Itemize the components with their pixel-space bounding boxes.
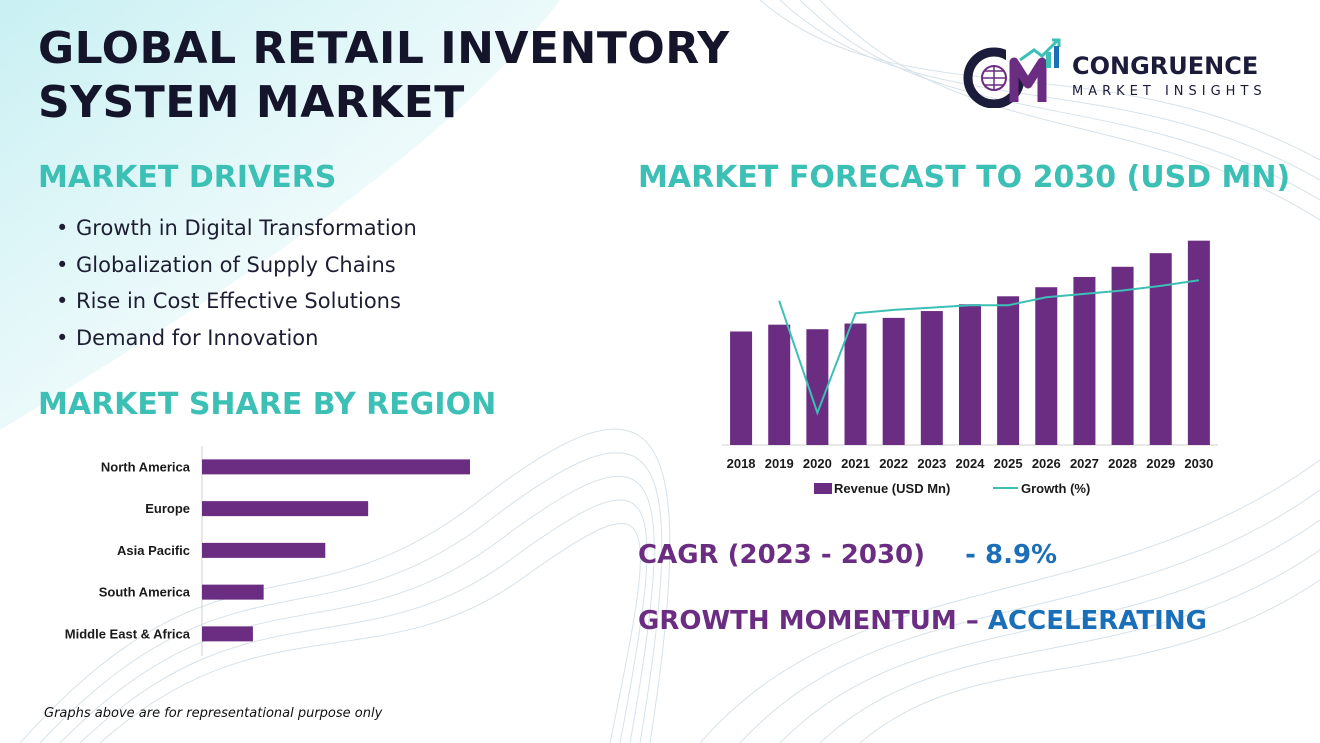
market-drivers-list: • Growth in Digital Transformation • Globa… bbox=[56, 210, 417, 356]
forecast-bar bbox=[768, 324, 791, 445]
forecast-bar bbox=[958, 304, 981, 445]
company-logo: CONGRUENCE MARKET INSIGHTS bbox=[962, 36, 1292, 108]
region-bar bbox=[202, 501, 369, 517]
list-item: • Rise in Cost Effective Solutions bbox=[56, 283, 417, 320]
region-bar bbox=[202, 542, 326, 558]
forecast-year-label: 2020 bbox=[803, 456, 832, 471]
logo-name: CONGRUENCE bbox=[1072, 52, 1259, 80]
momentum-label: GROWTH MOMENTUM – bbox=[638, 606, 979, 636]
list-item: • Demand for Innovation bbox=[56, 320, 417, 357]
growth-momentum-stat: GROWTH MOMENTUM – ACCELERATING bbox=[638, 606, 1207, 636]
logo-subtitle: MARKET INSIGHTS bbox=[1072, 84, 1267, 99]
legend-label-growth: Growth (%) bbox=[1021, 481, 1090, 496]
forecast-bar bbox=[1111, 266, 1134, 445]
bullet-icon: • bbox=[56, 252, 69, 277]
forecast-year-label: 2026 bbox=[1032, 456, 1061, 471]
bullet-icon: • bbox=[56, 289, 69, 313]
region-category-label: South America bbox=[99, 585, 191, 600]
market-share-region-heading: MARKET SHARE BY REGION bbox=[38, 387, 497, 422]
list-item: • Globalization of Supply Chains bbox=[56, 247, 417, 284]
region-category-label: Middle East & Africa bbox=[65, 626, 191, 641]
forecast-year-label: 2027 bbox=[1070, 456, 1099, 471]
cm-monogram-icon bbox=[963, 38, 1061, 108]
region-bar bbox=[202, 626, 253, 642]
driver-text: Globalization of Supply Chains bbox=[76, 252, 396, 277]
legend-label-revenue: Revenue (USD Mn) bbox=[834, 481, 950, 496]
region-category-label: Asia Pacific bbox=[117, 543, 190, 558]
forecast-bar bbox=[997, 296, 1020, 445]
forecast-year-label: 2021 bbox=[841, 456, 870, 471]
cagr-value: - 8.9% bbox=[965, 540, 1058, 570]
region-category-label: North America bbox=[101, 459, 191, 474]
page-title-line-1: GLOBAL RETAIL INVENTORY bbox=[38, 23, 730, 74]
forecast-year-label: 2018 bbox=[727, 456, 756, 471]
forecast-legend: Revenue (USD Mn) Growth (%) bbox=[814, 481, 1090, 496]
driver-text: Growth in Digital Transformation bbox=[76, 216, 417, 240]
forecast-year-label: 2024 bbox=[956, 456, 986, 471]
forecast-combo-chart: 2018 2019 2020 2021 2022 2023 2024 2025 2026 2027… bbox=[722, 240, 1218, 496]
market-drivers-heading: MARKET DRIVERS bbox=[38, 160, 337, 195]
forecast-bar bbox=[1187, 240, 1210, 445]
region-category-label: Europe bbox=[145, 501, 190, 516]
forecast-year-label: 2019 bbox=[765, 456, 794, 471]
forecast-bar bbox=[1035, 287, 1058, 445]
market-forecast-heading: MARKET FORECAST TO 2030 (USD MN) bbox=[638, 160, 1291, 195]
driver-text: Rise in Cost Effective Solutions bbox=[76, 289, 401, 313]
forecast-year-label: 2028 bbox=[1108, 456, 1137, 471]
cagr-stat: CAGR (2023 - 2030) - 8.9% bbox=[638, 540, 1057, 570]
forecast-year-label: 2029 bbox=[1146, 456, 1175, 471]
list-item: • Growth in Digital Transformation bbox=[56, 210, 417, 247]
page-title-line-2: SYSTEM MARKET bbox=[38, 77, 465, 128]
forecast-year-label: 2023 bbox=[917, 456, 946, 471]
page-title: GLOBAL RETAIL INVENTORY SYSTEM MARKET bbox=[38, 22, 798, 130]
forecast-bar bbox=[730, 331, 753, 445]
cagr-label: CAGR (2023 - 2030) bbox=[638, 540, 926, 570]
momentum-value: ACCELERATING bbox=[987, 606, 1207, 636]
forecast-bar bbox=[1149, 253, 1172, 445]
forecast-year-label: 2022 bbox=[879, 456, 908, 471]
forecast-bar bbox=[806, 329, 829, 445]
bullet-icon: • bbox=[56, 325, 69, 350]
forecast-year-label: 2025 bbox=[994, 456, 1023, 471]
driver-text: Demand for Innovation bbox=[76, 325, 319, 350]
region-bar bbox=[202, 584, 264, 600]
legend-swatch-revenue bbox=[814, 483, 832, 494]
region-bar bbox=[202, 459, 470, 475]
forecast-bar bbox=[920, 311, 943, 445]
region-bar-chart: North America Europe Asia Pacific South Ame… bbox=[65, 446, 470, 656]
footnote: Graphs above are for representational pu… bbox=[44, 706, 383, 721]
bullet-icon: • bbox=[56, 216, 69, 240]
forecast-bar bbox=[844, 323, 867, 445]
forecast-bar bbox=[882, 317, 905, 445]
growth-line bbox=[778, 279, 1200, 416]
forecast-year-label: 2030 bbox=[1184, 456, 1213, 471]
forecast-bar bbox=[1073, 277, 1096, 445]
